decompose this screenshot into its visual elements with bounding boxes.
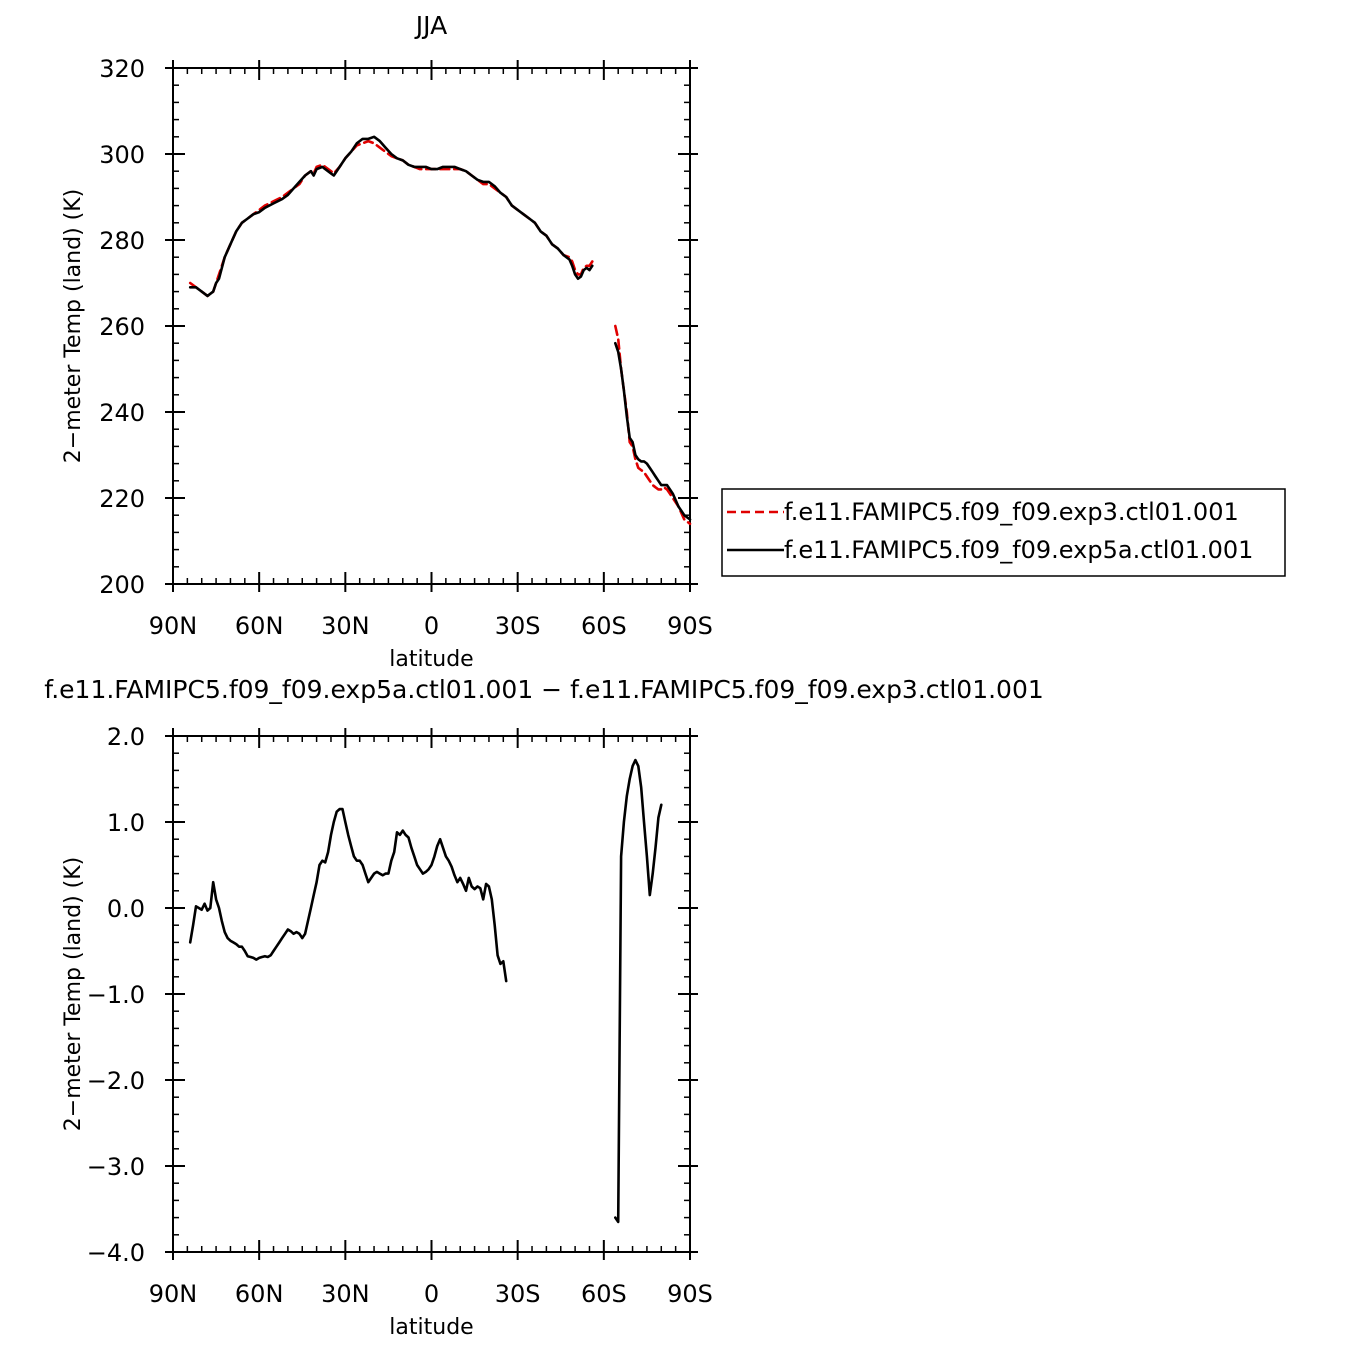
- y-tick-label: −1.0: [87, 981, 145, 1009]
- x-tick-label: 30S: [495, 612, 541, 640]
- x-tick-label: 90S: [667, 612, 713, 640]
- y-tick-label: 220: [99, 485, 145, 513]
- legend-box: [721, 488, 1286, 577]
- x-tick-label: 30N: [321, 612, 370, 640]
- legend-label: f.e11.FAMIPC5.f09_f09.exp3.ctl01.001: [784, 498, 1239, 526]
- chart-title: JJA: [414, 11, 447, 40]
- series-line: [614, 324, 692, 526]
- x-tick-label: 90N: [149, 612, 198, 640]
- x-axis-label: latitude: [389, 647, 473, 672]
- series-line: [188, 807, 508, 983]
- series-line: [614, 341, 692, 521]
- y-tick-label: 240: [99, 399, 145, 427]
- x-tick-label: 30N: [321, 1280, 370, 1308]
- y-tick-label: 2.0: [107, 723, 145, 751]
- series-line: [614, 758, 663, 1224]
- x-tick-label: 60S: [581, 612, 627, 640]
- chart-jja-2m-temp: JJA 90N 60N 30N 0 30S 60S 90S 200 220 240 260 280 300…: [61, 11, 1286, 672]
- x-tick-label: 60N: [235, 612, 284, 640]
- x-tick-label: 60S: [581, 1280, 627, 1308]
- series-line: [188, 139, 594, 298]
- plot-frame: [172, 735, 691, 1253]
- series-line: [188, 135, 594, 298]
- series-ctl5a-group: [188, 135, 692, 521]
- y-tick-label: 320: [99, 55, 145, 83]
- legend-label: f.e11.FAMIPC5.f09_f09.exp5a.ctl01.001: [784, 536, 1253, 564]
- x-tick-label: 0: [424, 1280, 439, 1308]
- series-ctl5a-group: [188, 758, 663, 1224]
- y-tick-label: −3.0: [87, 1153, 145, 1181]
- y-tick-label: 200: [99, 571, 145, 599]
- x-axis-label: latitude: [389, 1315, 473, 1340]
- legend: f.e11.FAMIPC5.f09_f09.exp3.ctl01.001 f.e1…: [721, 488, 1286, 577]
- y-tick-label: 260: [99, 313, 145, 341]
- series-ctl3-group: [188, 139, 692, 526]
- y-axis-label: 2−meter Temp (land) (K): [61, 189, 86, 463]
- y-axis-label: 2−meter Temp (land) (K): [61, 857, 86, 1131]
- y-tick-label: 1.0: [107, 809, 145, 837]
- y-tick-label: 0.0: [107, 895, 145, 923]
- y-tick-label: −2.0: [87, 1067, 145, 1095]
- x-tick-label: 60N: [235, 1280, 284, 1308]
- plot-frame: [172, 67, 691, 585]
- chart-difference-2m-temp: f.e11.FAMIPC5.f09_f09.exp5a.ctl01.001 − …: [44, 675, 1044, 1340]
- x-tick-label: 90S: [667, 1280, 713, 1308]
- y-tick-label: 280: [99, 227, 145, 255]
- x-tick-label: 30S: [495, 1280, 541, 1308]
- y-tick-label: 300: [99, 141, 145, 169]
- y-tick-label: −4.0: [87, 1239, 145, 1267]
- chart-title: f.e11.FAMIPC5.f09_f09.exp5a.ctl01.001 − …: [44, 675, 1044, 704]
- x-tick-label: 0: [424, 612, 439, 640]
- x-tick-label: 90N: [149, 1280, 198, 1308]
